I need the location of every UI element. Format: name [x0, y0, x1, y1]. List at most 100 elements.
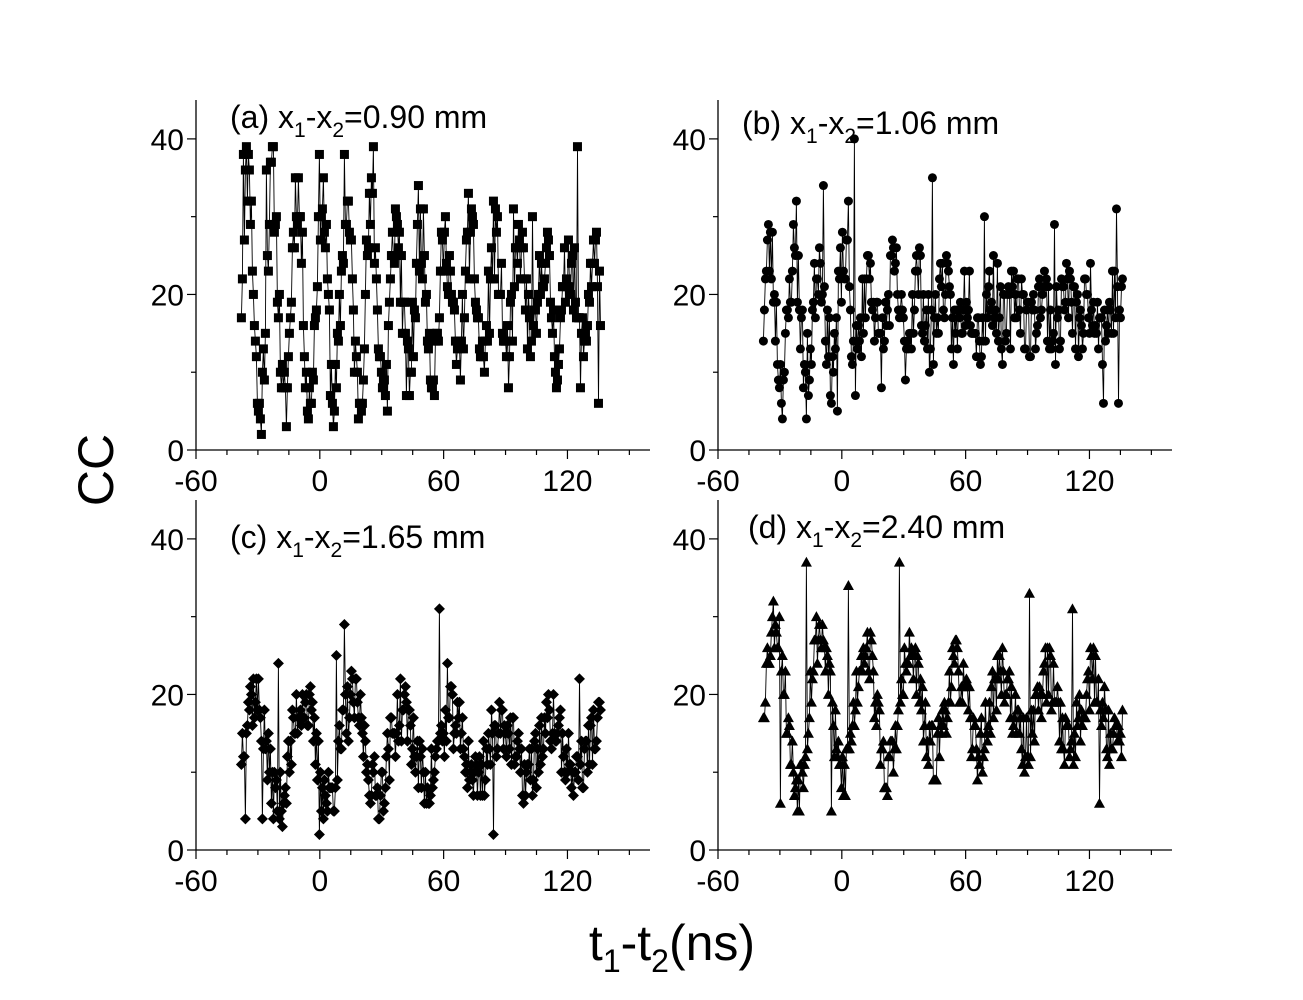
data-point [967, 712, 979, 723]
data-point [433, 336, 443, 346]
data-point [1074, 735, 1086, 746]
data-point [1069, 282, 1079, 292]
data-point [317, 204, 327, 214]
data-point [535, 289, 545, 299]
data-point [302, 406, 312, 416]
data-point [783, 720, 795, 730]
data-point [552, 720, 564, 732]
data-point [594, 266, 604, 276]
data-point [304, 681, 316, 693]
data-point [981, 735, 993, 746]
data-point [286, 704, 298, 716]
data-point [324, 305, 334, 315]
data-point [830, 344, 840, 354]
data-point [998, 696, 1010, 707]
data-point [802, 328, 812, 338]
data-point [388, 251, 398, 261]
data-point [532, 766, 544, 778]
data-point [823, 657, 835, 668]
data-point [248, 289, 258, 299]
data-point [503, 743, 515, 755]
data-point [957, 328, 967, 338]
data-point [333, 336, 343, 346]
data-point [1075, 305, 1085, 315]
data-point [482, 336, 492, 346]
data-point [524, 313, 534, 323]
data-point [769, 618, 781, 629]
data-point [306, 696, 318, 708]
x-tick-label: 0 [833, 465, 850, 498]
data-point [434, 313, 444, 323]
data-point [923, 289, 933, 299]
data-point [547, 688, 559, 700]
data-point [767, 595, 779, 606]
data-point [523, 289, 533, 299]
data-point [372, 305, 382, 315]
data-point [311, 305, 321, 315]
data-point [907, 673, 919, 684]
data-point [1007, 282, 1017, 292]
data-point [466, 204, 476, 214]
data-point [497, 328, 507, 338]
data-point [464, 274, 474, 284]
data-point [825, 391, 835, 401]
data-point [1097, 359, 1107, 369]
data-point [1023, 587, 1035, 598]
data-point [366, 173, 376, 183]
data-point [1114, 305, 1124, 315]
data-point [973, 758, 985, 769]
data-point [801, 743, 813, 754]
data-point [965, 751, 977, 762]
data-point [1076, 720, 1088, 730]
data-point [1074, 313, 1084, 323]
data-point [574, 758, 586, 770]
data-point [384, 297, 394, 307]
data-point [268, 142, 278, 152]
data-point [337, 251, 347, 261]
data-point [838, 758, 850, 769]
data-point [313, 828, 325, 840]
data-point [877, 313, 887, 323]
data-point [766, 274, 776, 284]
data-point [237, 274, 247, 284]
data-point [281, 751, 293, 763]
data-point [292, 219, 302, 229]
data-point [900, 665, 912, 676]
data-point [512, 258, 522, 268]
data-point [818, 181, 828, 191]
data-point [872, 297, 882, 307]
data-point [368, 142, 378, 152]
y-tick-label: 20 [151, 679, 184, 712]
data-point [1105, 305, 1115, 315]
data-point [798, 758, 810, 769]
data-point [767, 227, 777, 237]
data-point [441, 258, 451, 268]
data-point [864, 274, 874, 284]
data-point [509, 282, 519, 292]
data-point [258, 344, 268, 354]
data-point [803, 712, 815, 723]
data-point [329, 782, 341, 794]
data-point [532, 297, 542, 307]
data-point [283, 352, 293, 362]
data-point [868, 712, 880, 723]
data-point [1005, 344, 1015, 354]
data-point [332, 328, 342, 338]
x-axis-title: t1-t2(ns) [589, 915, 755, 979]
data-point [278, 790, 290, 802]
data-point [418, 204, 428, 214]
data-point [309, 758, 321, 770]
data-point [1050, 359, 1060, 369]
data-point [1046, 344, 1056, 354]
data-point [982, 720, 994, 730]
data-point [817, 289, 827, 299]
data-point [409, 305, 419, 315]
data-point [894, 696, 906, 707]
data-point [761, 642, 773, 653]
data-point [264, 743, 276, 755]
data-point [897, 688, 909, 699]
data-point [1114, 727, 1126, 738]
data-point [1100, 336, 1110, 346]
data-point [799, 359, 809, 369]
